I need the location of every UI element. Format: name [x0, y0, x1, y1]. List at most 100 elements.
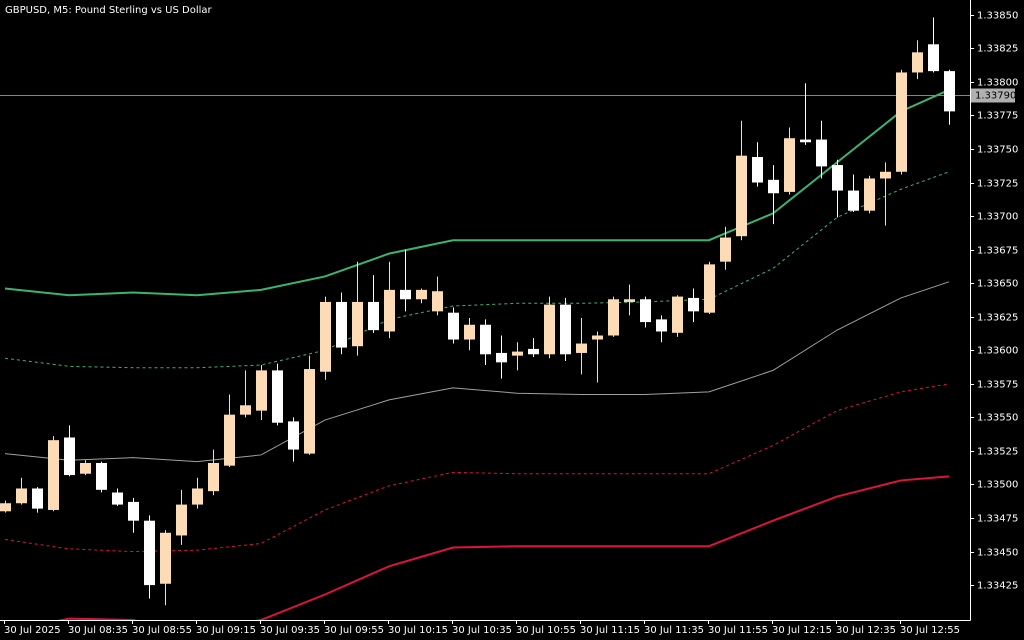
candle-body: [880, 171, 891, 179]
indicator-line: [57, 475, 950, 620]
x-tick-label: 30 Jul 08:55: [132, 625, 192, 636]
y-tick-label: 1.33750: [977, 145, 1018, 156]
candle-body: [64, 437, 75, 476]
y-tick-label: 1.33500: [977, 480, 1018, 491]
y-tick-label: 1.33525: [977, 447, 1018, 458]
x-tick-label: 30 Jul 2025: [4, 625, 61, 636]
candle-body: [160, 532, 171, 584]
y-tick-label: 1.33800: [977, 78, 1018, 89]
candle-body: [512, 351, 523, 356]
x-tick-label: 30 Jul 12:35: [836, 625, 896, 636]
candle-body: [912, 52, 923, 73]
x-tick-label: 30 Jul 08:35: [68, 625, 128, 636]
x-tick-label: 30 Jul 09:35: [260, 625, 320, 636]
candle-body: [240, 405, 251, 415]
indicator-line: [4, 88, 950, 297]
candle-body: [368, 301, 379, 331]
candle-body: [576, 343, 587, 353]
candle-body: [944, 71, 955, 112]
candle-body: [752, 157, 763, 183]
candle-body: [352, 301, 363, 347]
x-tick-label: 30 Jul 09:55: [324, 625, 384, 636]
x-tick-label: 30 Jul 10:35: [452, 625, 512, 636]
candle-body: [400, 289, 411, 300]
candle-body: [304, 369, 315, 454]
candle-body: [416, 289, 427, 300]
x-tick-label: 30 Jul 12:55: [900, 625, 960, 636]
candle-body: [144, 520, 155, 586]
y-tick-label: 1.33675: [977, 246, 1018, 257]
x-tick-label: 30 Jul 11:35: [644, 625, 704, 636]
candle-body: [464, 324, 475, 340]
candle-body: [128, 501, 139, 521]
candle-body: [608, 299, 619, 336]
candle-body: [192, 488, 203, 505]
candle-body: [720, 237, 731, 262]
candle-body: [704, 264, 715, 313]
candle-body: [96, 462, 107, 490]
candle-body: [288, 421, 299, 450]
candle-body: [560, 304, 571, 355]
candle-body: [896, 72, 907, 172]
candle-body: [208, 462, 219, 492]
candle-body: [528, 348, 539, 355]
candle-body: [624, 299, 635, 302]
candle-body: [256, 370, 267, 411]
candle-body: [112, 492, 123, 505]
x-tick-label: 30 Jul 10:15: [388, 625, 448, 636]
candle-body: [784, 138, 795, 192]
y-tick-label: 1.33450: [977, 548, 1018, 559]
candle-body: [496, 352, 507, 363]
y-tick-label: 1.33850: [977, 11, 1018, 22]
x-tick-label: 30 Jul 12:15: [772, 625, 832, 636]
candle-body: [592, 335, 603, 340]
candle-body: [48, 440, 59, 510]
y-tick-label: 1.33825: [977, 44, 1018, 55]
candle-body: [224, 414, 235, 466]
y-tick-label: 1.33775: [977, 111, 1018, 122]
y-tick-label: 1.33700: [977, 212, 1018, 223]
candle-body: [176, 504, 187, 536]
x-tick-label: 30 Jul 09:15: [196, 625, 256, 636]
candle-body: [32, 488, 43, 509]
candle-body: [688, 297, 699, 312]
bid-label: 1.33790: [975, 91, 1016, 102]
candle-body: [0, 503, 11, 512]
chart-title: GBPUSD, M5: Pound Sterling vs US Dollar: [5, 5, 213, 16]
candle-body: [336, 301, 347, 348]
candle-body: [16, 488, 27, 504]
candle-body: [656, 319, 667, 332]
x-tick-label: 30 Jul 11:15: [580, 625, 640, 636]
candle-body: [928, 44, 939, 72]
candle-body: [432, 291, 443, 312]
candle-body: [848, 190, 859, 211]
y-tick-label: 1.33475: [977, 514, 1018, 525]
x-tick-label: 30 Jul 10:55: [516, 625, 576, 636]
candle-body: [80, 462, 91, 474]
y-tick-label: 1.33600: [977, 346, 1018, 357]
y-tick-label: 1.33650: [977, 279, 1018, 290]
candle-body: [480, 324, 491, 355]
plot-area: [0, 17, 970, 620]
bid-label-box: [971, 88, 1015, 103]
candle-body: [672, 296, 683, 333]
candle-body: [768, 179, 779, 194]
candle-body: [640, 299, 651, 323]
indicator-line: [4, 281, 950, 463]
candle-body: [544, 304, 555, 355]
y-tick-label: 1.33425: [977, 581, 1018, 592]
x-tick-label: 30 Jul 11:55: [708, 625, 768, 636]
candle-body: [320, 301, 331, 372]
candle-body: [832, 165, 843, 191]
candle-body: [816, 139, 827, 167]
y-tick-label: 1.33550: [977, 413, 1018, 424]
y-tick-label: 1.33625: [977, 313, 1018, 324]
candle-body: [736, 155, 747, 237]
candle-body: [864, 178, 875, 211]
candle-body: [272, 370, 283, 423]
candle-body: [384, 289, 395, 332]
candle-body: [800, 139, 811, 143]
y-tick-label: 1.33575: [977, 380, 1018, 391]
y-tick-label: 1.33725: [977, 179, 1018, 190]
